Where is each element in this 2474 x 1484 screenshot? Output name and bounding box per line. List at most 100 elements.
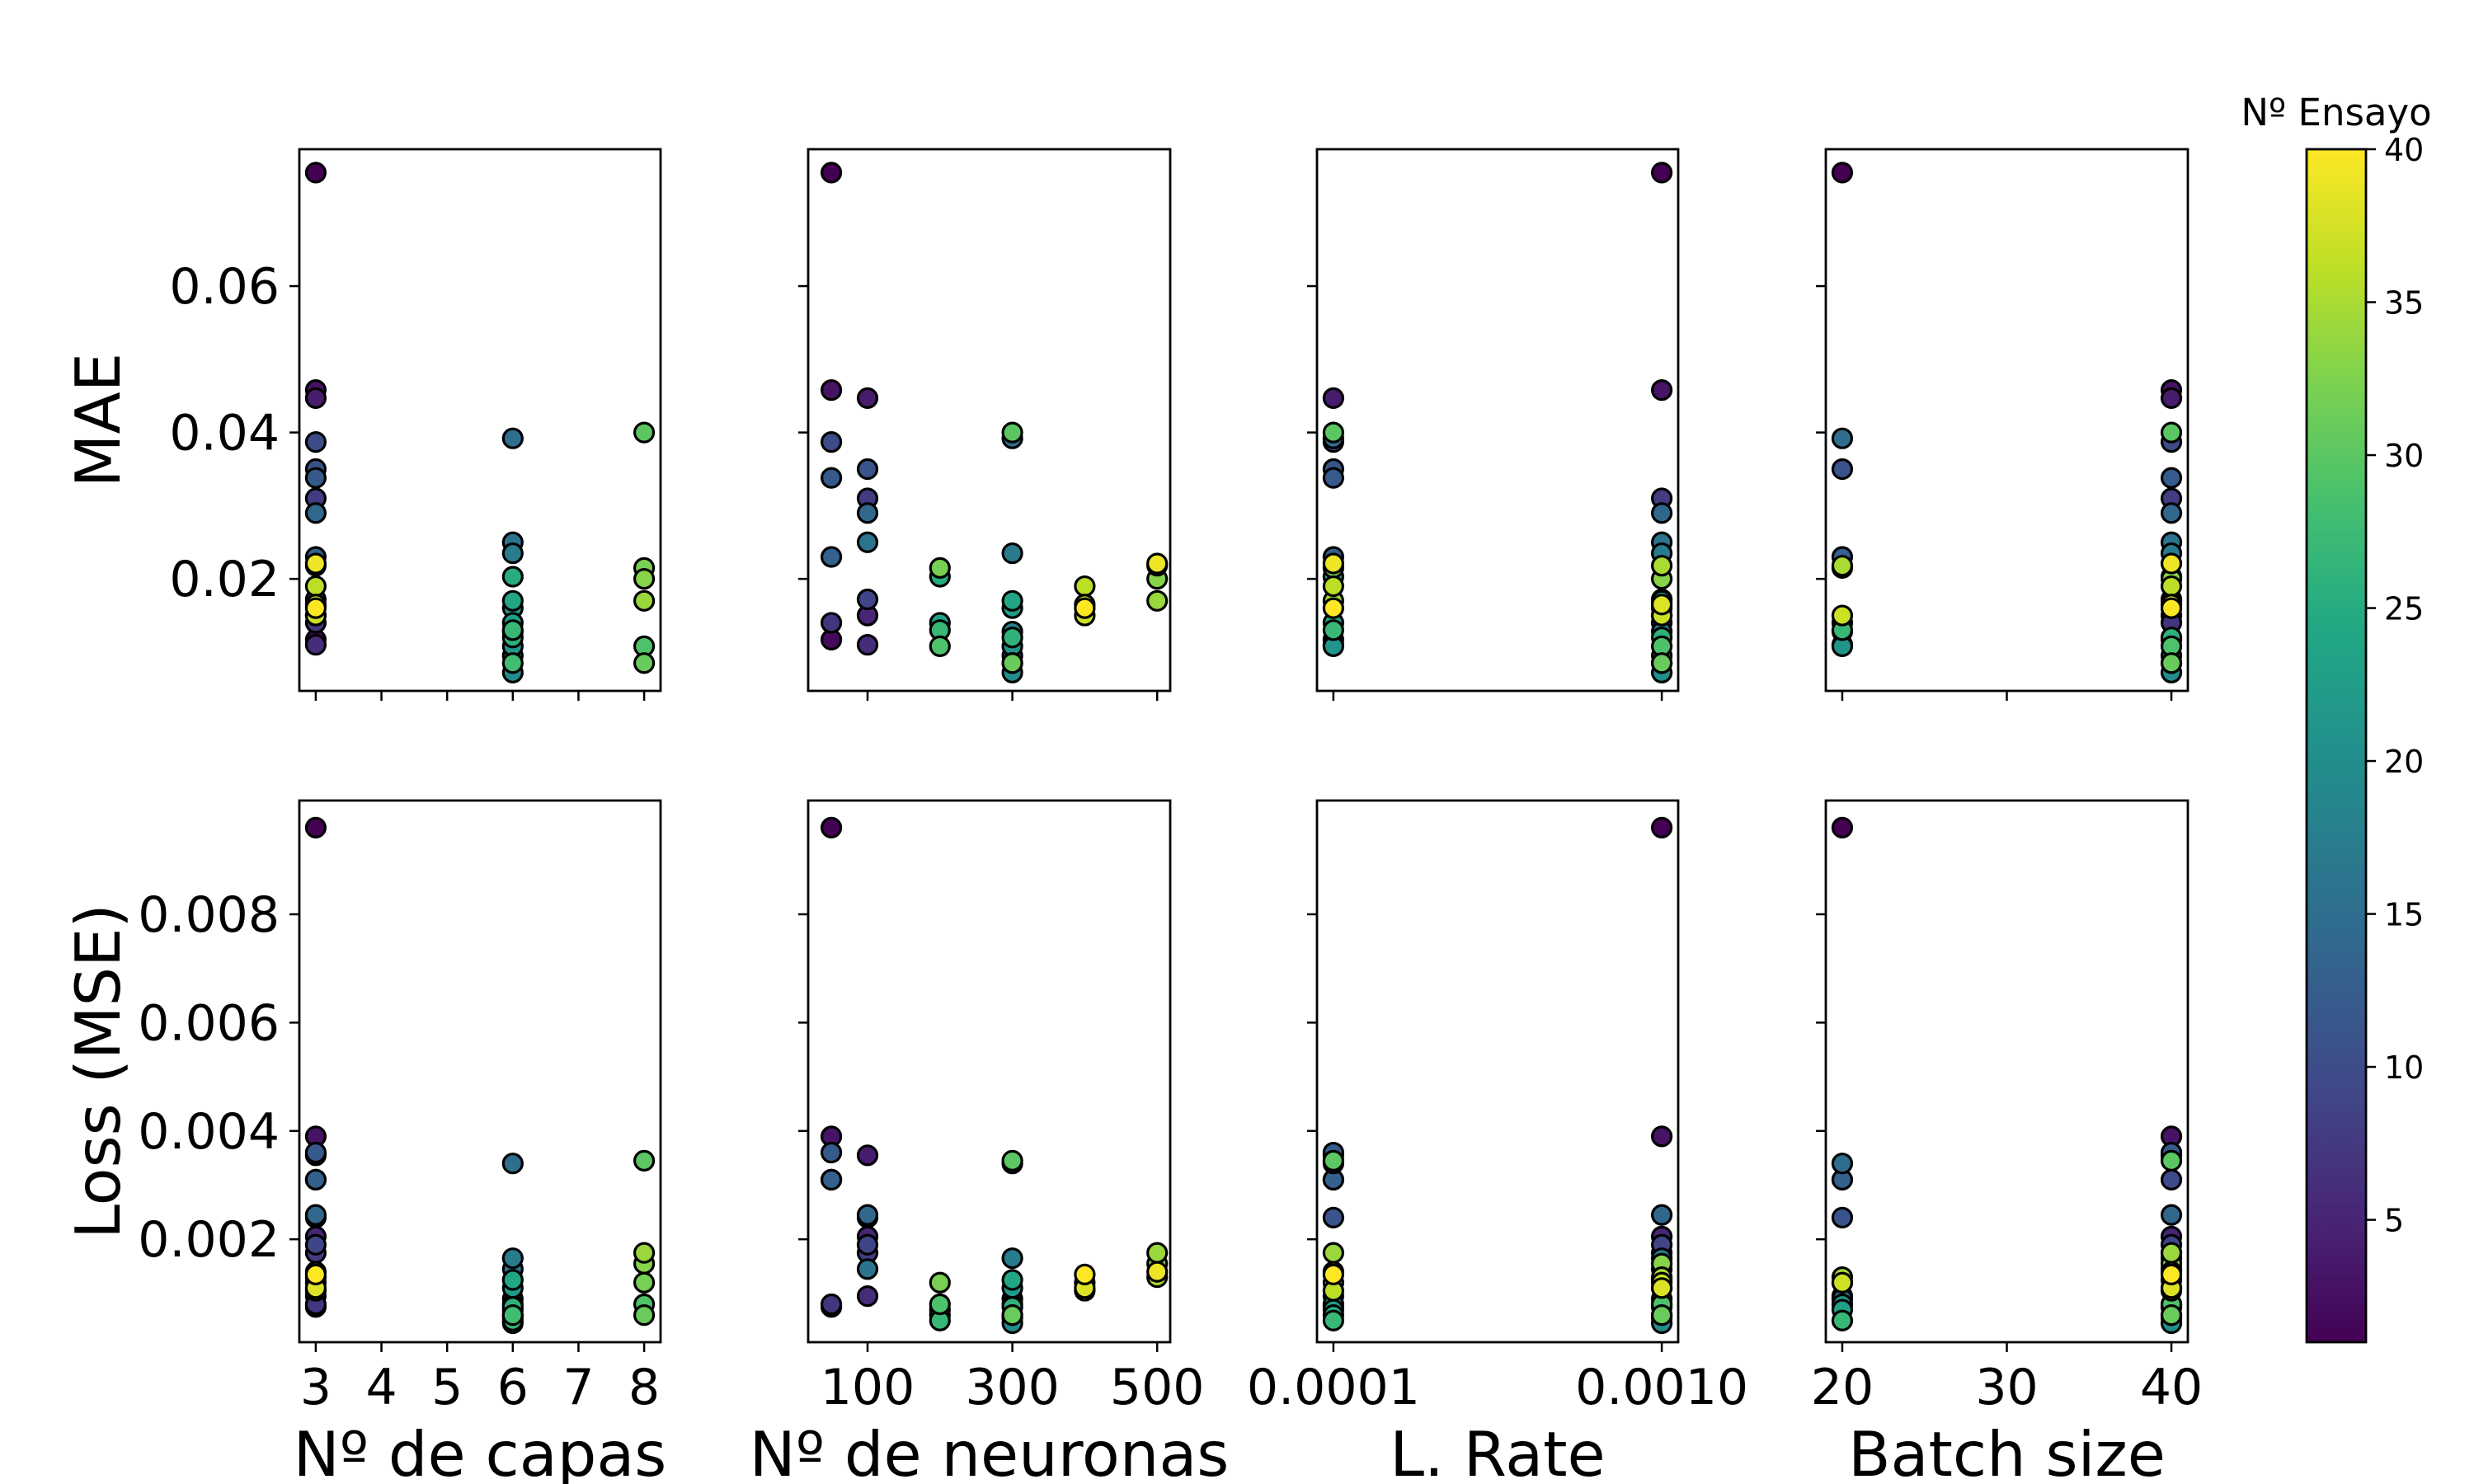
scatter-point (856, 588, 879, 611)
panel-frame (807, 799, 1172, 1344)
scatter-point (1650, 1277, 1673, 1299)
scatter-point (1001, 1149, 1023, 1172)
scatter-point (501, 1269, 524, 1291)
x-axis-label-neurons: Nº de neuronas (750, 1418, 1230, 1484)
scatter-point (633, 1149, 656, 1172)
scatter-point (1322, 421, 1345, 444)
scatter-point (856, 502, 879, 524)
colorbar-tick-label: 20 (2384, 744, 2424, 780)
scatter-point (1831, 1153, 1854, 1175)
scatter-point (304, 1204, 327, 1226)
scatter-point (304, 575, 327, 598)
y-tick-label: 0.04 (169, 405, 280, 463)
scatter-point (501, 1304, 524, 1327)
x-tick-label: 8 (628, 1359, 660, 1416)
scatter-point (304, 1141, 327, 1164)
x-axis-label-lr: L. Rate (1390, 1418, 1605, 1484)
panel-frame (298, 799, 662, 1344)
scatter-point (2160, 597, 2183, 619)
scatter-point (1001, 542, 1023, 565)
scatter-point (1146, 1261, 1169, 1283)
scatter-point (1831, 555, 1854, 577)
scatter-point (1650, 594, 1673, 616)
colorbar-fill (2307, 149, 2366, 1342)
y-tick-label: 0.002 (138, 1211, 280, 1269)
scatter-point (1322, 1309, 1345, 1331)
scatter-point (1001, 1304, 1023, 1327)
scatter-point (1831, 458, 1854, 481)
x-axis-label-batch: Batch size (1848, 1418, 2166, 1484)
scatter-point (1831, 1309, 1854, 1331)
colorbar-tick-label: 30 (2384, 438, 2424, 474)
scatter-point (929, 556, 951, 579)
y-tick-label: 0.02 (169, 551, 280, 608)
y-axis-label-loss: Loss (MSE) (62, 904, 134, 1239)
panel-mae-vs-batch (1816, 148, 2189, 701)
scatter-point (1322, 1206, 1345, 1228)
scatter-point (1322, 552, 1345, 575)
scatter-point (820, 431, 843, 453)
x-tick-label: 4 (365, 1359, 397, 1416)
scatter-point (820, 378, 843, 402)
scatter-point (1001, 627, 1023, 649)
scatter-point (1831, 816, 1854, 838)
scatter-point (2160, 1204, 2183, 1226)
scatter-point (501, 566, 524, 588)
scatter-point (501, 1247, 524, 1270)
x-tick-label: 6 (497, 1359, 529, 1416)
panel-frame (807, 148, 1172, 693)
scatter-point (2160, 575, 2183, 598)
scatter-point (820, 612, 843, 634)
scatter-point (1001, 589, 1023, 612)
scatter-point (304, 633, 327, 656)
scatter-point (929, 1293, 951, 1316)
scatter-point (856, 531, 879, 553)
scatter-point (304, 162, 327, 184)
x-tick-label: 300 (965, 1359, 1060, 1416)
scatter-point (820, 1141, 843, 1164)
scatter-point (2160, 1149, 2183, 1172)
scatter-point (856, 633, 879, 656)
x-tick-label: 3 (300, 1359, 332, 1416)
scatter-point (304, 1168, 327, 1191)
scatter-point (2160, 502, 2183, 524)
scatter-point (633, 589, 656, 612)
scatter-point (820, 1168, 843, 1191)
scatter-point (501, 652, 524, 674)
scatter-point (304, 431, 327, 453)
scatter-point (304, 467, 327, 489)
colorbar-tick-label: 35 (2384, 285, 2424, 322)
scatter-point (2160, 1242, 2183, 1264)
scatter-point (820, 816, 843, 838)
scatter-point (304, 552, 327, 575)
scatter-point (1001, 421, 1023, 444)
y-tick-label: 0.008 (138, 886, 280, 944)
panel-frame (1315, 799, 1680, 1344)
scatter-point (2160, 421, 2183, 444)
x-tick-label: 500 (1110, 1359, 1205, 1416)
colorbar-tick-label: 25 (2384, 591, 2424, 627)
scatter-point (1831, 604, 1854, 627)
scatter-point (820, 1293, 843, 1316)
scatter-point (304, 597, 327, 619)
scatter-point (1322, 387, 1345, 409)
colorbar-tick-label: 15 (2384, 897, 2424, 933)
scatter-point (1650, 652, 1673, 674)
scatter-point (1146, 552, 1169, 575)
scatter-point (304, 502, 327, 524)
scatter-point (501, 1153, 524, 1175)
scatter-point (1650, 816, 1673, 838)
panel-mae-vs-neurons (798, 148, 1172, 701)
colorbar-frame (2305, 148, 2368, 1344)
panel-frame (1824, 148, 2189, 693)
scatter-point (1146, 1242, 1169, 1264)
scatter-point (2160, 1263, 2183, 1285)
scatter-point (1322, 1242, 1345, 1264)
panel-mse-vs-layers: 0.002 0.004 0.006 0.008 3 4 5 6 7 8Nº de capas (138, 799, 666, 1484)
scatter-point (1650, 555, 1673, 577)
scatter-point (304, 816, 327, 838)
scatter-point (304, 1233, 327, 1256)
x-tick-label: 7 (562, 1359, 594, 1416)
